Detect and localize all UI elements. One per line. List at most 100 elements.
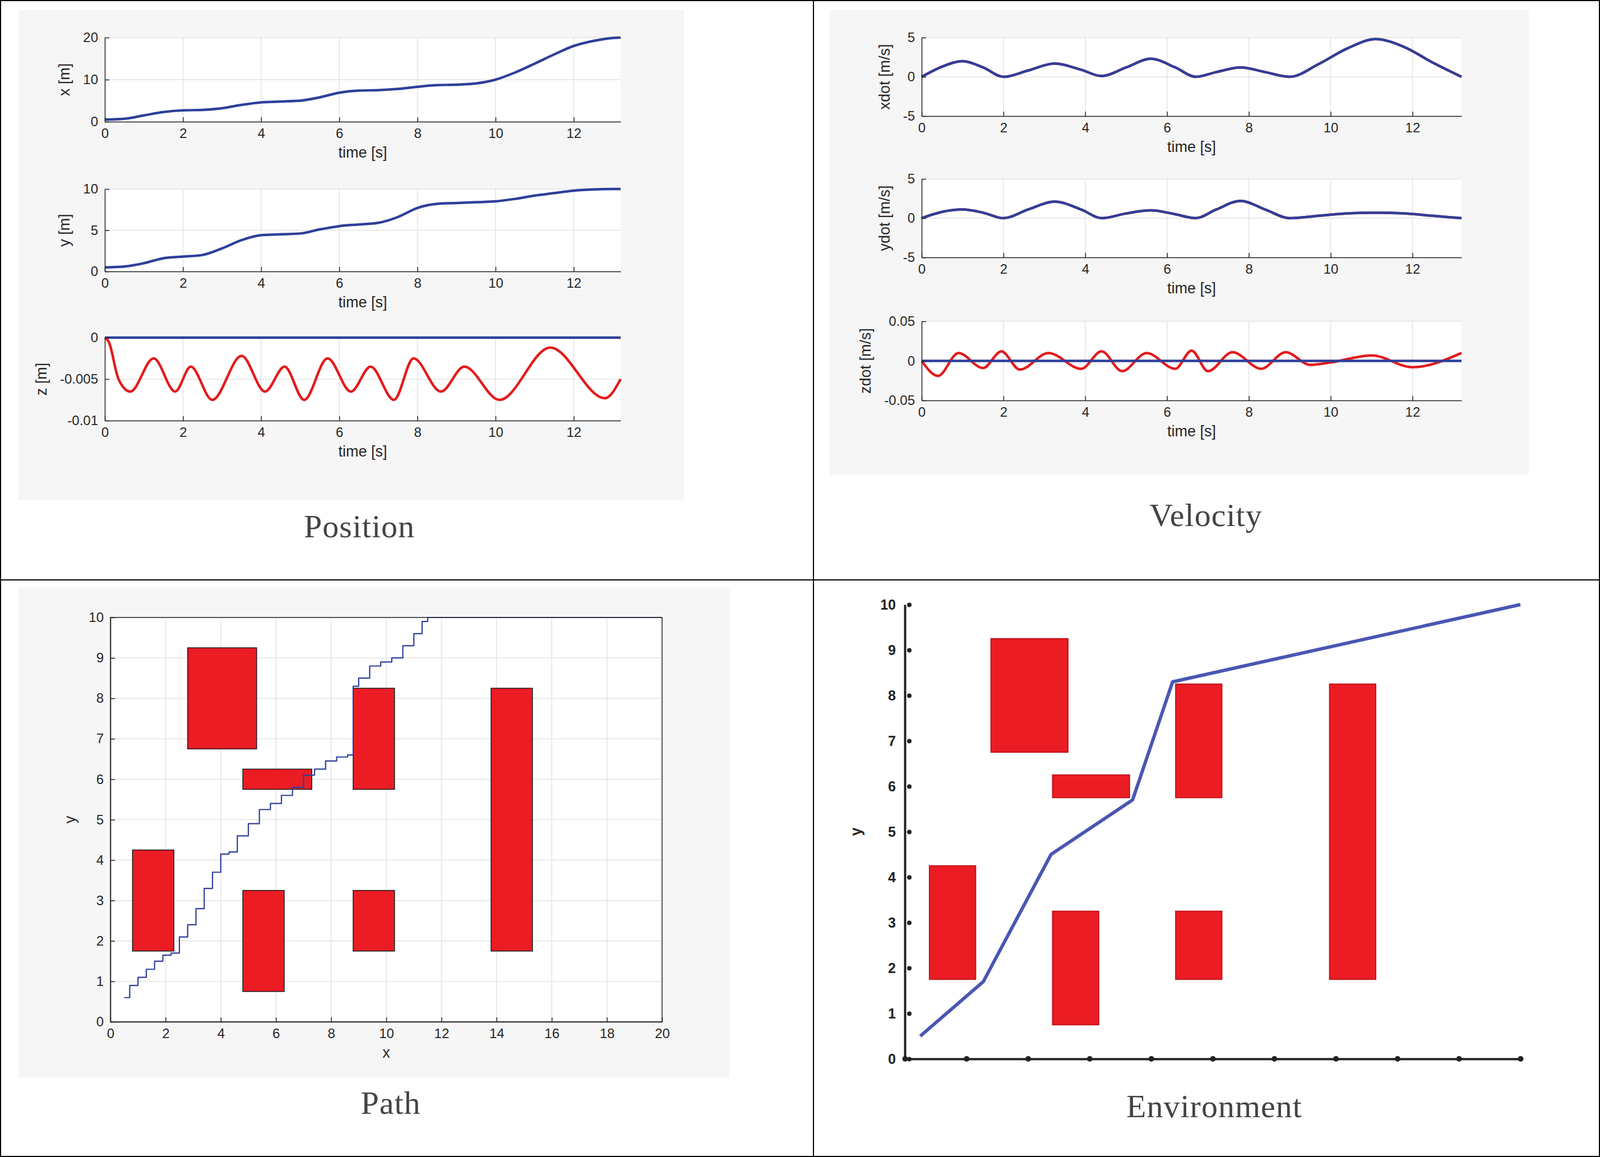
tick: 10	[1323, 395, 1339, 420]
tick-label: 0	[907, 210, 915, 226]
tick-dot	[1271, 1055, 1278, 1062]
tick-label: 12	[1405, 119, 1421, 136]
tick-label: 7	[96, 730, 104, 746]
figure: 02468101201020time [s]x [m]0246810120510…	[0, 0, 1600, 1157]
tick: 2	[1000, 111, 1008, 136]
tick-mark	[110, 697, 115, 700]
tick-label: 4	[257, 424, 266, 440]
tick-mark	[921, 321, 927, 323]
tick-dot	[963, 1055, 970, 1062]
tick-label: 10	[880, 596, 896, 613]
tick-mark	[1412, 395, 1414, 401]
tick-mark	[1330, 395, 1332, 401]
tick-label: 2	[179, 275, 187, 291]
panel-caption: Path	[360, 1084, 421, 1121]
y-axis-title: z [m]	[33, 362, 50, 396]
tick-label: 10	[488, 424, 504, 440]
tick-dot	[1210, 1055, 1216, 1062]
tick-dot	[1333, 1055, 1339, 1062]
x-axis: 024681012	[101, 415, 622, 440]
tick-label: -5	[903, 249, 915, 265]
x-axis-title: time [s]	[1167, 279, 1216, 297]
obstacle	[929, 865, 976, 980]
tick: 6	[335, 415, 344, 440]
x-axis: 02468101214161820	[107, 1016, 670, 1041]
tick-mark	[110, 1021, 115, 1023]
tick-label: 10	[488, 125, 504, 141]
tick: 6	[272, 1016, 280, 1041]
tick-label: 0	[907, 353, 915, 369]
tick-mark	[110, 617, 115, 619]
tick-label: 10	[488, 275, 504, 291]
tick: 6	[1163, 252, 1172, 277]
grid	[921, 321, 1462, 401]
tick: 9	[96, 649, 115, 665]
tick: 0	[96, 1013, 115, 1029]
obstacle	[1175, 911, 1222, 980]
grid-line	[104, 121, 621, 123]
tick-label: 2	[179, 424, 187, 440]
obstacle	[242, 890, 285, 992]
grid-line	[921, 320, 1462, 322]
tick-label: 10	[378, 1025, 395, 1041]
tick-label: 7	[888, 732, 896, 749]
tick: 10	[1323, 111, 1339, 136]
tick-label: 2	[162, 1025, 170, 1041]
tick-label: 0	[90, 113, 99, 129]
tick: 3	[96, 892, 115, 908]
tick-mark	[104, 79, 110, 81]
tick-label: 2	[179, 125, 187, 141]
tick-dot	[1394, 1055, 1401, 1062]
plot-area	[124, 617, 663, 998]
tick-label: 10	[1323, 404, 1339, 420]
tick-mark	[1003, 111, 1005, 117]
grid-line	[104, 188, 621, 190]
tick: 12	[1405, 111, 1421, 136]
tick-dot	[1025, 1055, 1031, 1062]
tick-mark	[261, 266, 263, 272]
tick-mark	[339, 117, 341, 122]
tick: 8	[1245, 395, 1253, 420]
plot-background	[921, 321, 1462, 401]
plot-area	[919, 604, 1521, 1037]
tick-label: 12	[1405, 404, 1421, 420]
y-axis-title: y [m]	[56, 213, 73, 247]
tick-label: 0	[918, 119, 926, 136]
tick: 0	[907, 210, 927, 226]
tick-label: 5	[907, 29, 915, 45]
tick-mark	[339, 266, 341, 272]
axis-line	[922, 400, 1463, 402]
tick	[1518, 1055, 1524, 1062]
tick-mark	[921, 116, 927, 118]
tick: 8	[1245, 111, 1253, 136]
tick: 2	[1000, 252, 1008, 277]
panel-caption: Velocity	[1149, 496, 1262, 534]
tick-mark	[104, 378, 110, 381]
series-line	[921, 350, 1462, 376]
tick: 10	[1323, 252, 1339, 277]
obstacle	[1329, 683, 1376, 980]
tick-label: 4	[1081, 261, 1090, 277]
plot-background	[921, 178, 1462, 258]
tick	[1394, 1055, 1401, 1062]
tick: 18	[599, 1016, 615, 1041]
tick-mark	[1003, 395, 1005, 401]
y-axis: -505	[903, 170, 927, 265]
panel-background	[829, 10, 1529, 475]
tick-label: 12	[434, 1025, 450, 1041]
tick-mark	[1248, 111, 1250, 117]
obstacle	[242, 768, 312, 789]
grid-line	[921, 360, 1462, 362]
tick-mark	[417, 415, 419, 421]
tick-label: 3	[96, 892, 104, 908]
tick-mark	[1412, 111, 1414, 117]
tick-mark	[339, 415, 341, 421]
obstacle	[491, 687, 533, 951]
tick-mark	[1330, 111, 1332, 117]
plot-frame	[110, 617, 663, 1022]
obstacle	[1052, 911, 1099, 1025]
tick-label: 8	[413, 424, 422, 440]
tick: 4	[257, 266, 266, 291]
tick-mark	[182, 415, 184, 421]
chart: 024681012-505time [s]xdot [m/s]	[876, 29, 1463, 156]
